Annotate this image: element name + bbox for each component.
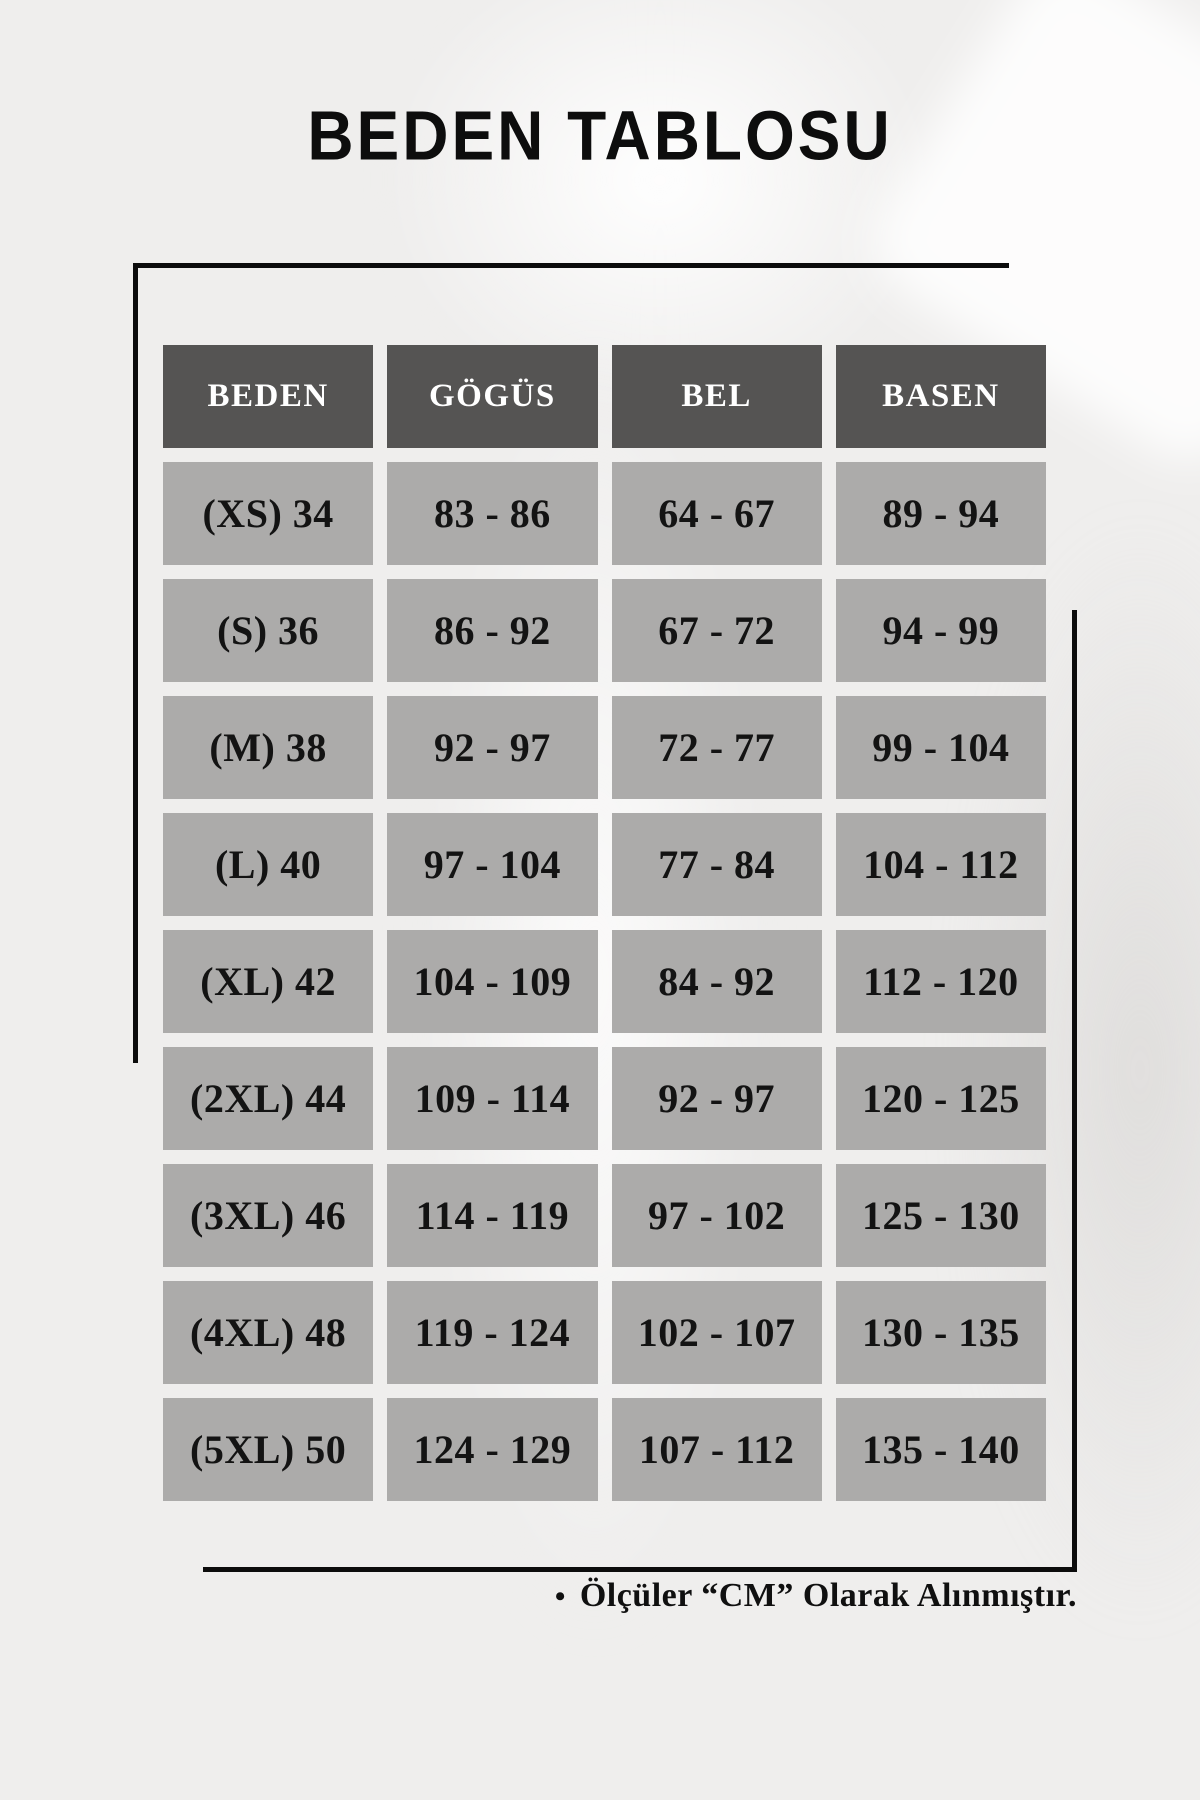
waist-value-cell: 92 - 97 (611, 1047, 822, 1150)
hip-value-cell: 130 - 135 (835, 1281, 1046, 1384)
column-header-gogus: GÖGÜS (387, 345, 598, 448)
waist-value-cell: 107 - 112 (611, 1398, 822, 1501)
hip-value-cell: 99 - 104 (835, 696, 1046, 799)
chest-value-cell: 119 - 124 (387, 1281, 598, 1384)
chest-value-cell: 104 - 109 (387, 930, 598, 1033)
chest-value-cell: 97 - 104 (387, 813, 598, 916)
waist-value-cell: 102 - 107 (611, 1281, 822, 1384)
chest-value-cell: 124 - 129 (387, 1398, 598, 1501)
frame-bottom-line (203, 1567, 1077, 1572)
bullet-icon: • (554, 1580, 566, 1613)
size-label-cell: (4XL) 48 (163, 1281, 374, 1384)
waist-value-cell: 77 - 84 (611, 813, 822, 916)
hip-value-cell: 125 - 130 (835, 1164, 1046, 1267)
size-label-cell: (5XL) 50 (163, 1398, 374, 1501)
size-label-cell: (M) 38 (163, 696, 374, 799)
column-header-basen: BASEN (835, 345, 1046, 448)
column-header-bel: BEL (611, 345, 822, 448)
frame-left-line (133, 263, 138, 1063)
hip-value-cell: 104 - 112 (835, 813, 1046, 916)
size-label-cell: (2XL) 44 (163, 1047, 374, 1150)
hip-value-cell: 89 - 94 (835, 462, 1046, 565)
waist-value-cell: 84 - 92 (611, 930, 822, 1033)
size-label-cell: (XL) 42 (163, 930, 374, 1033)
frame-right-line (1072, 610, 1077, 1572)
waist-value-cell: 64 - 67 (611, 462, 822, 565)
waist-value-cell: 67 - 72 (611, 579, 822, 682)
hip-value-cell: 112 - 120 (835, 930, 1046, 1033)
size-label-cell: (S) 36 (163, 579, 374, 682)
size-label-cell: (L) 40 (163, 813, 374, 916)
size-label-cell: (3XL) 46 (163, 1164, 374, 1267)
size-table: BEDEN GÖGÜS BEL BASEN (XS) 34 83 - 86 64… (163, 345, 1046, 1501)
hip-value-cell: 120 - 125 (835, 1047, 1046, 1150)
chest-value-cell: 109 - 114 (387, 1047, 598, 1150)
measurement-unit-note: • Ölçüler “CM” Olarak Alınmıştır. (555, 1577, 1077, 1615)
frame-top-line (133, 263, 1009, 268)
note-text: Ölçüler “CM” Olarak Alınmıştır. (579, 1577, 1077, 1614)
chest-value-cell: 83 - 86 (387, 462, 598, 565)
hip-value-cell: 135 - 140 (835, 1398, 1046, 1501)
column-header-beden: BEDEN (163, 345, 374, 448)
hip-value-cell: 94 - 99 (835, 579, 1046, 682)
waist-value-cell: 72 - 77 (611, 696, 822, 799)
chest-value-cell: 92 - 97 (387, 696, 598, 799)
size-label-cell: (XS) 34 (163, 462, 374, 565)
chest-value-cell: 86 - 92 (387, 579, 598, 682)
chest-value-cell: 114 - 119 (387, 1164, 598, 1267)
page-title: BEDEN TABLOSU (307, 97, 893, 175)
waist-value-cell: 97 - 102 (611, 1164, 822, 1267)
